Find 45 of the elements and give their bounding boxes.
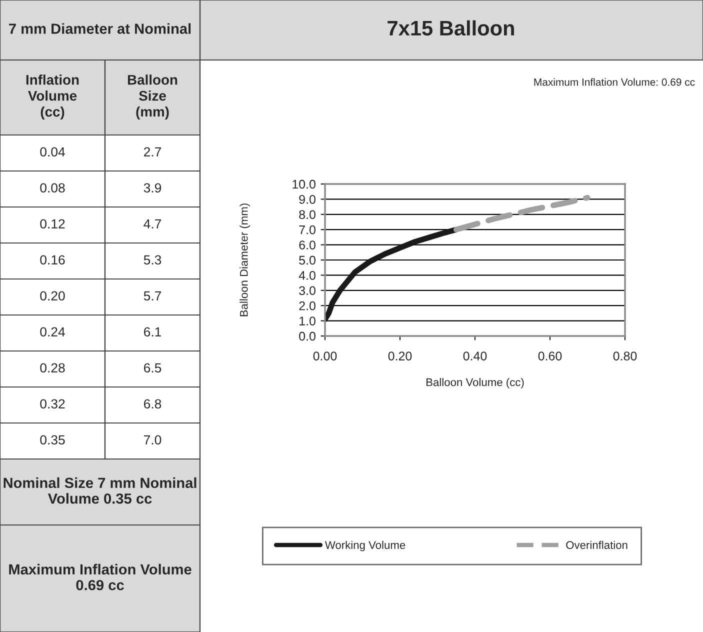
y-tick-label: 6.0 (299, 240, 316, 250)
y-tick-label: 9.0 (299, 195, 316, 204)
y-tick-label: 5.0 (299, 256, 316, 265)
text: 4.7 (144, 219, 162, 228)
text: 0.08 (40, 183, 65, 193)
legend-label: Working Volume (324, 540, 406, 552)
legend-label: Overinflation (566, 540, 628, 549)
x-tick-label: 0.00 (313, 352, 337, 360)
x-tick-label: 0.80 (613, 352, 637, 360)
text: Inflation Volume (cc) (26, 74, 79, 120)
y-tick-label: 3.0 (299, 286, 316, 296)
y-tick-label: 7.0 (299, 225, 316, 234)
x-tick-label: 0.60 (538, 352, 562, 360)
text: 6.5 (144, 363, 162, 373)
text: 5.3 (144, 255, 162, 265)
text: Nominal Size 7 mm Nominal Volume 0.35 cc (4, 477, 196, 504)
text: 5.7 (144, 291, 162, 301)
text: 0.04 (40, 147, 65, 157)
text: 0.12 (40, 219, 65, 229)
y-tick-label: 0.0 (299, 332, 316, 341)
text: Maximum Inflation Volume: 0.69 cc (534, 78, 695, 86)
text: 3.9 (144, 183, 162, 193)
text: 6.8 (144, 399, 162, 409)
y-tick-label: 1.0 (300, 316, 316, 326)
y-axis-title: Balloon Diameter (mm) (240, 204, 250, 316)
x-axis-title: Balloon Volume (cc) (426, 378, 524, 388)
text: 6.1 (144, 327, 162, 337)
text: Balloon Size (mm) (128, 74, 178, 120)
text: 2.7 (144, 147, 162, 156)
chart-title: 7x15 Balloon (388, 20, 514, 36)
x-tick-label: 0.20 (388, 352, 412, 360)
text: 0.32 (40, 399, 65, 409)
text: 0.16 (40, 255, 65, 265)
text: 0.28 (40, 363, 65, 373)
text: Maximum Inflation Volume 0.69 cc (9, 564, 192, 590)
x-tick-label: 0.40 (463, 352, 487, 360)
y-tick-label: 8.0 (299, 210, 316, 220)
y-tick-label: 4.0 (298, 271, 316, 280)
y-tick-label: 2.0 (299, 301, 316, 310)
text: 0.24 (40, 327, 65, 337)
text: 0.20 (40, 291, 65, 301)
text: 0.35 (40, 435, 65, 445)
text: 7 mm Diameter at Nominal (9, 23, 191, 34)
text: 7.0 (144, 435, 162, 445)
y-tick-label: 10.0 (292, 180, 316, 189)
